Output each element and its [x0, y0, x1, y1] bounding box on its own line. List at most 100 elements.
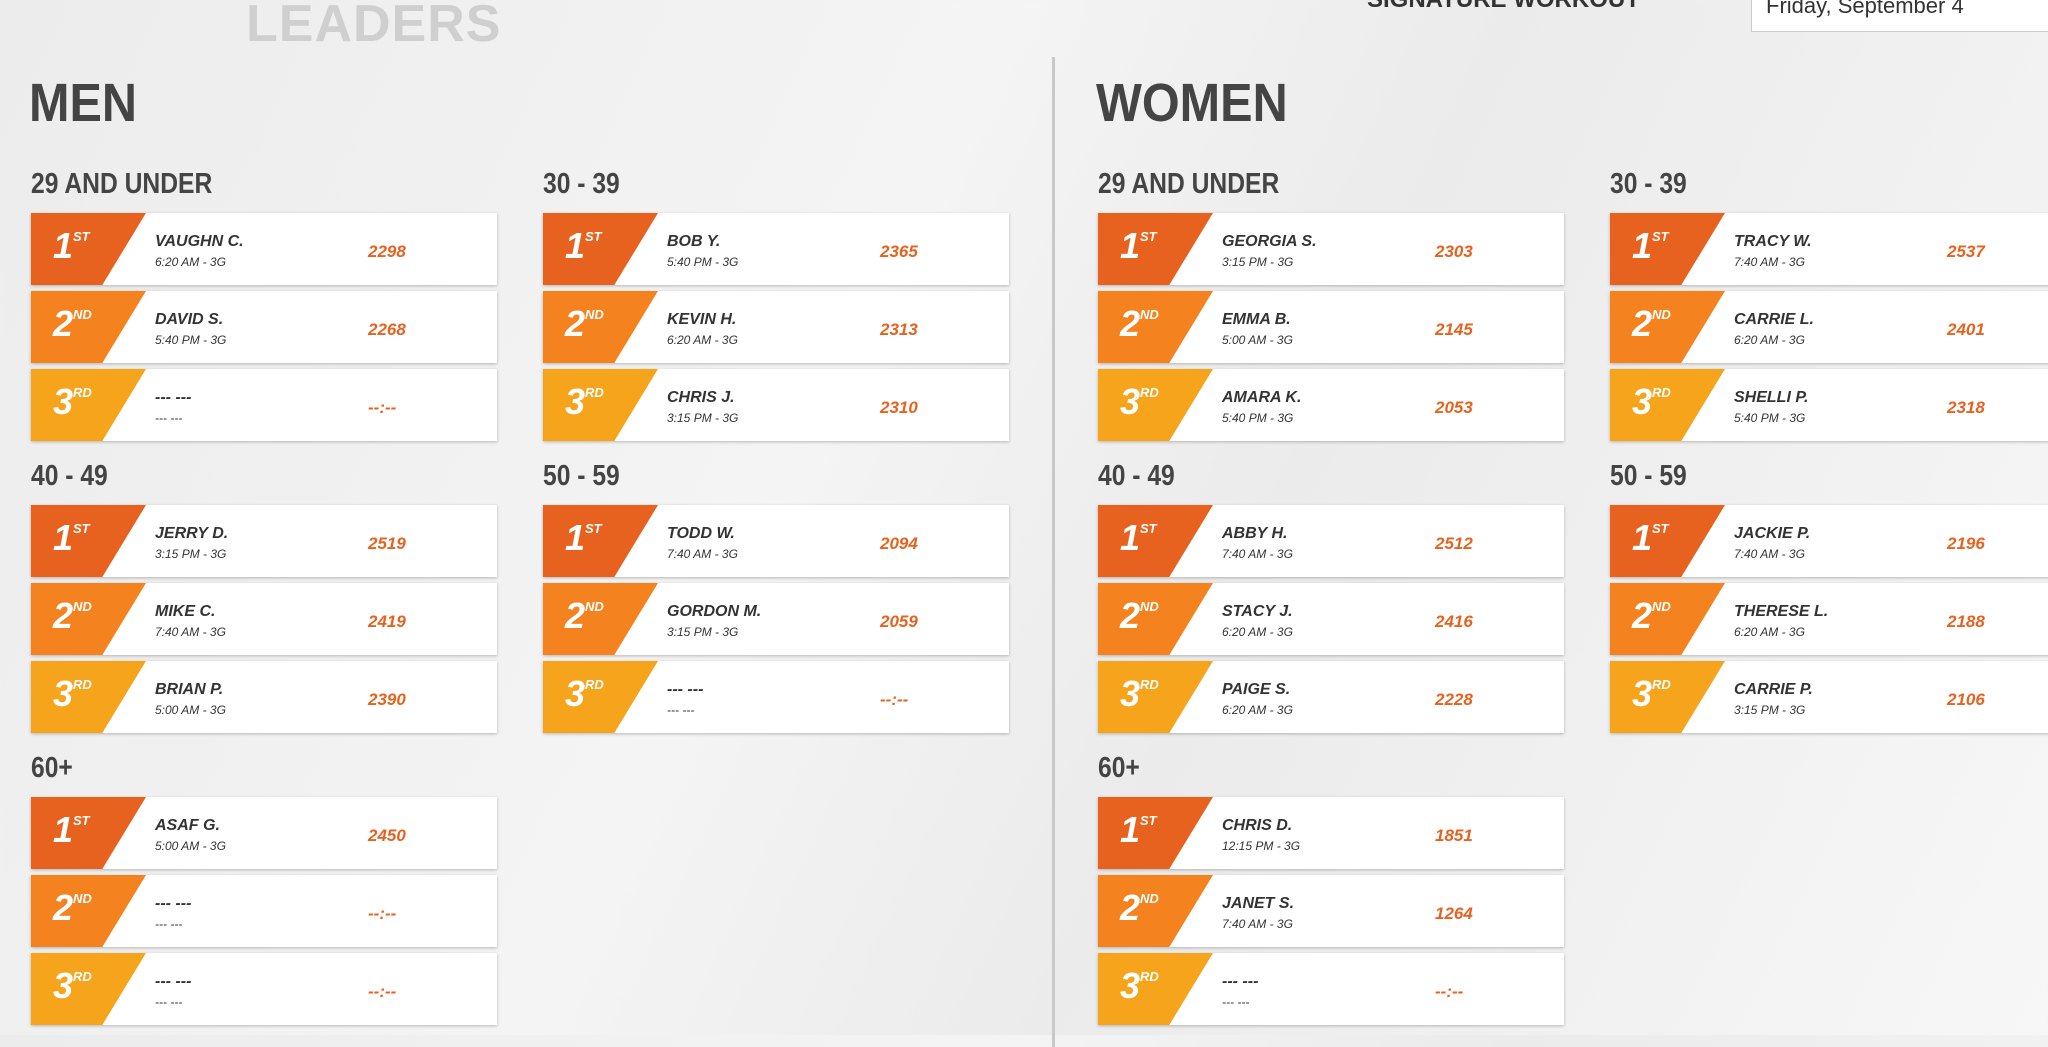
- leader-row[interactable]: 1 ST CHRIS D. 12:15 PM - 3G 1851: [1098, 797, 1564, 869]
- session-time: 12:15 PM - 3G: [1222, 839, 1301, 853]
- place-badge: 1 ST: [31, 213, 146, 285]
- session-time: 7:40 AM - 3G: [1222, 917, 1293, 931]
- score: --:--: [1435, 982, 1464, 1001]
- place-badge: 1 ST: [1098, 797, 1213, 869]
- place-number: 3: [565, 381, 586, 422]
- place-suffix: RD: [73, 677, 92, 692]
- leader-row[interactable]: 3 RD SHELLI P. 5:40 PM - 3G 2318: [1610, 369, 2048, 441]
- place-number: 1: [565, 225, 586, 266]
- leader-row[interactable]: 3 RD AMARA K. 5:40 PM - 3G 2053: [1098, 369, 1564, 441]
- leader-row[interactable]: 1 ST ABBY H. 7:40 AM - 3G 2512: [1098, 505, 1564, 577]
- score: 2268: [368, 320, 406, 339]
- score: 2106: [1947, 690, 1985, 709]
- score: 2450: [368, 826, 406, 845]
- leader-row[interactable]: 3 RD --- --- --- --- --:--: [543, 661, 1009, 733]
- leader-row[interactable]: 2 ND MIKE C. 7:40 AM - 3G 2419: [31, 583, 497, 655]
- athlete-name: CARRIE P.: [1734, 681, 1813, 698]
- leader-row[interactable]: 1 ST TRACY W. 7:40 AM - 3G 2537: [1610, 213, 2048, 285]
- leader-row[interactable]: 1 ST TODD W. 7:40 AM - 3G 2094: [543, 505, 1009, 577]
- place-number: 3: [565, 673, 586, 714]
- leader-row[interactable]: 2 ND EMMA B. 5:00 AM - 3G 2145: [1098, 291, 1564, 363]
- group-title: 30 - 39: [543, 168, 620, 200]
- leader-row[interactable]: 2 ND CARRIE L. 6:20 AM - 3G 2401: [1610, 291, 2048, 363]
- place-suffix: ST: [1652, 521, 1669, 536]
- athlete-name: CHRIS D.: [1222, 817, 1293, 834]
- leader-row[interactable]: 1 ST JACKIE P. 7:40 AM - 3G 2196: [1610, 505, 2048, 577]
- place-badge: 3 RD: [31, 369, 146, 441]
- leader-row[interactable]: 3 RD CARRIE P. 3:15 PM - 3G 2106: [1610, 661, 2048, 733]
- athlete-name: ASAF G.: [155, 817, 220, 834]
- score: 2537: [1947, 242, 1985, 261]
- score: 1264: [1435, 904, 1473, 923]
- leader-row[interactable]: 2 ND STACY J. 6:20 AM - 3G 2416: [1098, 583, 1564, 655]
- place-badge: 3 RD: [31, 661, 146, 733]
- place-badge: 3 RD: [1610, 369, 1725, 441]
- leader-row[interactable]: 2 ND DAVID S. 5:40 PM - 3G 2268: [31, 291, 497, 363]
- group-title: 50 - 59: [1610, 460, 1687, 492]
- place-badge: 2 ND: [1098, 583, 1213, 655]
- leader-row[interactable]: 2 ND KEVIN H. 6:20 AM - 3G 2313: [543, 291, 1009, 363]
- session-time: 5:40 PM - 3G: [1222, 411, 1294, 425]
- leader-row[interactable]: 2 ND GORDON M. 3:15 PM - 3G 2059: [543, 583, 1009, 655]
- place-number: 2: [53, 887, 74, 928]
- score: 2313: [880, 320, 918, 339]
- place-badge: 2 ND: [543, 583, 658, 655]
- score: 2318: [1947, 398, 1985, 417]
- leader-row[interactable]: 2 ND --- --- --- --- --:--: [31, 875, 497, 947]
- session-time: --- ---: [155, 995, 183, 1009]
- place-suffix: RD: [1652, 677, 1671, 692]
- score: 2401: [1947, 320, 1985, 339]
- place-suffix: RD: [1140, 677, 1159, 692]
- score: 2390: [368, 690, 406, 709]
- leader-row[interactable]: 1 ST GEORGIA S. 3:15 PM - 3G 2303: [1098, 213, 1564, 285]
- leader-row[interactable]: 3 RD --- --- --- --- --:--: [31, 369, 497, 441]
- place-suffix: RD: [73, 969, 92, 984]
- place-suffix: RD: [585, 677, 604, 692]
- session-time: 3:15 PM - 3G: [667, 625, 739, 639]
- group-title: 60+: [31, 752, 73, 784]
- leader-row[interactable]: 2 ND JANET S. 7:40 AM - 3G 1264: [1098, 875, 1564, 947]
- session-time: 6:20 AM - 3G: [667, 333, 738, 347]
- place-suffix: ND: [73, 599, 92, 614]
- leader-row[interactable]: 3 RD --- --- --- --- --:--: [1098, 953, 1564, 1025]
- place-badge: 3 RD: [1098, 661, 1213, 733]
- athlete-name: VAUGHN C.: [155, 233, 244, 250]
- place-badge: 2 ND: [31, 291, 146, 363]
- athlete-name: PAIGE S.: [1222, 681, 1291, 698]
- place-suffix: ND: [1140, 599, 1159, 614]
- athlete-name: BRIAN P.: [155, 681, 224, 698]
- place-suffix: ND: [1140, 891, 1159, 906]
- place-number: 2: [1120, 303, 1141, 344]
- place-number: 2: [1632, 303, 1653, 344]
- place-suffix: ND: [1140, 307, 1159, 322]
- athlete-name: BOB Y.: [667, 233, 721, 250]
- session-time: --- ---: [155, 411, 183, 425]
- score: 1851: [1435, 826, 1473, 845]
- session-time: 3:15 PM - 3G: [155, 547, 227, 561]
- place-badge: 1 ST: [1610, 213, 1725, 285]
- page-title: LEADERS: [246, 0, 502, 53]
- place-number: 2: [1120, 595, 1141, 636]
- place-badge: 3 RD: [1098, 953, 1213, 1025]
- leader-row[interactable]: 1 ST ASAF G. 5:00 AM - 3G 2450: [31, 797, 497, 869]
- athlete-name: JACKIE P.: [1734, 525, 1811, 542]
- leader-row[interactable]: 3 RD PAIGE S. 6:20 AM - 3G 2228: [1098, 661, 1564, 733]
- leader-row[interactable]: 1 ST VAUGHN C. 6:20 AM - 3G 2298: [31, 213, 497, 285]
- place-number: 3: [1120, 381, 1141, 422]
- score: 2188: [1947, 612, 1985, 631]
- place-badge: 3 RD: [543, 369, 658, 441]
- leader-row[interactable]: 1 ST JERRY D. 3:15 PM - 3G 2519: [31, 505, 497, 577]
- date-select[interactable]: Friday, September 4: [1751, 0, 2048, 32]
- leader-row[interactable]: 3 RD BRIAN P. 5:00 AM - 3G 2390: [31, 661, 497, 733]
- session-time: 6:20 AM - 3G: [1734, 625, 1805, 639]
- leader-row[interactable]: 3 RD CHRIS J. 3:15 PM - 3G 2310: [543, 369, 1009, 441]
- place-number: 1: [565, 517, 586, 558]
- leader-row[interactable]: 2 ND THERESE L. 6:20 AM - 3G 2188: [1610, 583, 2048, 655]
- place-suffix: RD: [73, 385, 92, 400]
- leader-row[interactable]: 1 ST BOB Y. 5:40 PM - 3G 2365: [543, 213, 1009, 285]
- place-number: 3: [1632, 381, 1653, 422]
- place-badge: 2 ND: [543, 291, 658, 363]
- session-time: 5:40 PM - 3G: [1734, 411, 1806, 425]
- leader-row[interactable]: 3 RD --- --- --- --- --:--: [31, 953, 497, 1025]
- group-title: 30 - 39: [1610, 168, 1687, 200]
